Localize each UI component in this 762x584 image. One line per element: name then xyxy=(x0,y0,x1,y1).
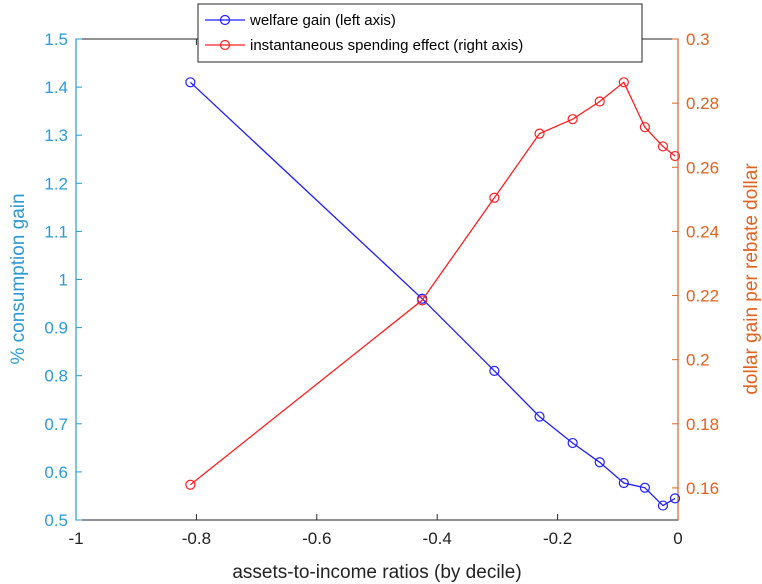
left-tick-label: 1.1 xyxy=(44,222,68,241)
legend: welfare gain (left axis) instantaneous s… xyxy=(197,3,643,63)
data-point-spending-effect xyxy=(185,479,196,490)
data-point-welfare-gain xyxy=(534,411,545,422)
data-point-spending-effect xyxy=(417,295,428,306)
right-axis-label: dollar gain per rebate dollar xyxy=(741,163,762,395)
left-axis-label: % consumption gain xyxy=(8,193,29,364)
series-line-welfare-gain xyxy=(189,81,676,507)
data-point-welfare-gain xyxy=(185,77,196,88)
x-tick-label: -0.8 xyxy=(182,529,211,548)
data-point-welfare-gain xyxy=(618,477,629,489)
data-point-welfare-gain xyxy=(489,365,500,376)
left-tick-label: 0.9 xyxy=(44,319,68,338)
left-tick-label: 1.3 xyxy=(44,126,68,145)
left-tick-label: 0.5 xyxy=(44,511,68,530)
right-tick-label: 0.22 xyxy=(686,287,719,306)
left-tick-label: 0.7 xyxy=(44,415,68,434)
left-tick-label: 0.8 xyxy=(44,367,68,386)
right-axis-ticks: 0.16 0.18 0.2 0.22 0.24 0.26 0.28 0.3 xyxy=(672,30,719,520)
data-point-spending-effect xyxy=(669,150,681,162)
left-tick-label: 0.6 xyxy=(44,463,68,482)
data-point-welfare-gain xyxy=(567,437,578,449)
left-tick-label: 1 xyxy=(59,271,68,290)
left-tick-label: 1.5 xyxy=(44,30,68,49)
x-tick-label: -0.2 xyxy=(543,529,572,548)
legend-marker-spending-effect xyxy=(219,39,231,51)
series-line-spending-effect xyxy=(189,81,676,486)
legend-box xyxy=(197,3,643,63)
data-point-welfare-gain xyxy=(657,500,669,511)
plot-area xyxy=(75,38,679,521)
x-tick-label: -1 xyxy=(68,529,83,548)
left-tick-label: 1.4 xyxy=(44,78,68,97)
right-tick-label: 0.2 xyxy=(686,351,710,370)
data-point-spending-effect xyxy=(534,128,545,139)
right-tick-label: 0.18 xyxy=(686,415,719,434)
right-tick-label: 0.16 xyxy=(686,479,719,498)
data-point-welfare-gain xyxy=(639,482,650,493)
x-axis-label: assets-to-income ratios (by decile) xyxy=(232,562,521,583)
data-point-spending-effect xyxy=(489,192,500,203)
series-layer xyxy=(185,77,681,511)
legend-marker-welfare-gain xyxy=(219,14,231,26)
right-tick-label: 0.26 xyxy=(686,158,719,177)
data-point-welfare-gain xyxy=(669,493,681,504)
legend-label-welfare-gain: welfare gain (left axis) xyxy=(249,12,396,29)
data-point-spending-effect xyxy=(657,141,669,152)
data-point-spending-effect xyxy=(618,77,629,88)
right-tick-label: 0.24 xyxy=(686,222,719,241)
right-tick-label: 0.3 xyxy=(686,30,710,49)
x-tick-label: 0 xyxy=(673,529,682,548)
data-point-spending-effect xyxy=(639,122,650,133)
right-tick-label: 0.28 xyxy=(686,94,719,113)
data-point-spending-effect xyxy=(567,114,578,125)
left-axis-ticks: 0.5 0.6 0.7 0.8 0.9 1 1.1 1.2 1.3 1.4 1.5 xyxy=(44,30,82,530)
legend-label-spending-effect: instantaneous spending effect (right axi… xyxy=(250,37,523,54)
x-tick-label: -0.6 xyxy=(302,529,331,548)
left-tick-label: 1.2 xyxy=(44,174,68,193)
x-tick-label: -0.4 xyxy=(423,529,452,548)
data-point-welfare-gain xyxy=(594,457,605,468)
data-point-spending-effect xyxy=(594,96,605,107)
